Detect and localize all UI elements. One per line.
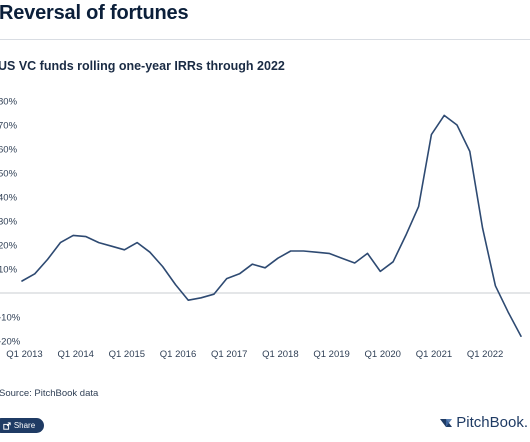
data-point	[98, 242, 100, 244]
x-tick-label: Q1 2017	[211, 349, 247, 360]
data-point	[72, 235, 74, 237]
y-tick-label: -20%	[0, 337, 21, 348]
data-point	[251, 263, 253, 265]
data-point	[47, 259, 49, 261]
data-point	[482, 227, 484, 229]
series-line	[21, 114, 522, 337]
title-divider	[0, 39, 530, 40]
data-point	[213, 293, 215, 295]
share-label: Share	[13, 421, 36, 430]
data-point	[367, 253, 369, 255]
x-tick-label: Q1 2021	[416, 349, 452, 360]
data-point	[379, 271, 381, 273]
data-point	[328, 253, 330, 255]
pitchbook-logo-icon	[440, 418, 453, 427]
x-tick-label: Q1 2015	[109, 349, 145, 360]
data-point	[226, 278, 228, 280]
x-tick-label: Q1 2014	[57, 349, 93, 360]
data-point	[456, 124, 458, 126]
source-note: Source: PitchBook data	[0, 388, 99, 399]
y-tick-label: -10%	[0, 313, 21, 324]
data-point	[111, 245, 113, 247]
data-point	[495, 285, 497, 287]
data-point	[341, 257, 343, 259]
share-icon	[3, 421, 11, 430]
data-point	[264, 267, 266, 269]
y-tick-label: 60%	[0, 145, 18, 156]
data-point	[175, 284, 177, 286]
data-point	[162, 266, 164, 268]
data-point	[469, 151, 471, 153]
page-title: Reversal of fortunes	[0, 2, 189, 24]
pitchbook-logo[interactable]: PitchBook.	[439, 414, 528, 431]
y-tick-label: 70%	[0, 121, 18, 132]
x-tick-label: Q1 2018	[262, 349, 298, 360]
data-point	[431, 134, 433, 136]
data-point	[354, 262, 356, 264]
y-tick-label: 50%	[0, 169, 18, 180]
data-point	[136, 242, 138, 244]
chart-title: US VC funds rolling one-year IRRs throug…	[0, 59, 285, 73]
data-point	[239, 273, 241, 275]
data-point	[418, 206, 420, 208]
x-tick-label: Q1 2013	[6, 349, 42, 360]
data-point	[315, 251, 317, 253]
data-point	[520, 335, 522, 337]
data-point	[123, 249, 125, 251]
data-point	[34, 273, 36, 275]
brand-name: PitchBook.	[456, 414, 528, 431]
y-tick-label: 40%	[0, 193, 18, 204]
data-point	[290, 250, 292, 252]
y-tick-label: 30%	[0, 217, 18, 228]
y-tick-label: 10%	[0, 265, 18, 276]
share-button[interactable]: Share	[0, 418, 44, 433]
data-point	[392, 261, 394, 263]
y-tick-label: 80%	[0, 97, 18, 108]
data-point	[59, 242, 61, 244]
y-tick-label: 20%	[0, 241, 18, 252]
data-point	[405, 235, 407, 237]
data-point	[443, 115, 445, 117]
line-chart: 80% 70% 60% 50% 40% 30% 20% 10% -10% -20%Q1 2013 Q…	[0, 97, 530, 360]
data-point	[303, 250, 305, 252]
x-tick-label: Q1 2019	[313, 349, 349, 360]
data-point	[277, 257, 279, 259]
data-point	[507, 311, 509, 313]
x-tick-label: Q1 2022	[467, 349, 503, 360]
data-point	[149, 251, 151, 253]
data-point	[85, 236, 87, 238]
data-point	[21, 280, 23, 282]
x-tick-label: Q1 2020	[365, 349, 401, 360]
data-point	[187, 299, 189, 301]
data-point	[200, 297, 202, 299]
x-tick-label: Q1 2016	[160, 349, 196, 360]
